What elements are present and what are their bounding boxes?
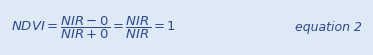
Text: $\mathit{NDVI} = \dfrac{\mathit{NIR} - 0}{\mathit{NIR} + 0} = \dfrac{\mathit{NIR: $\mathit{NDVI} = \dfrac{\mathit{NIR} - 0… — [11, 14, 176, 41]
Text: equation 2: equation 2 — [295, 21, 362, 34]
